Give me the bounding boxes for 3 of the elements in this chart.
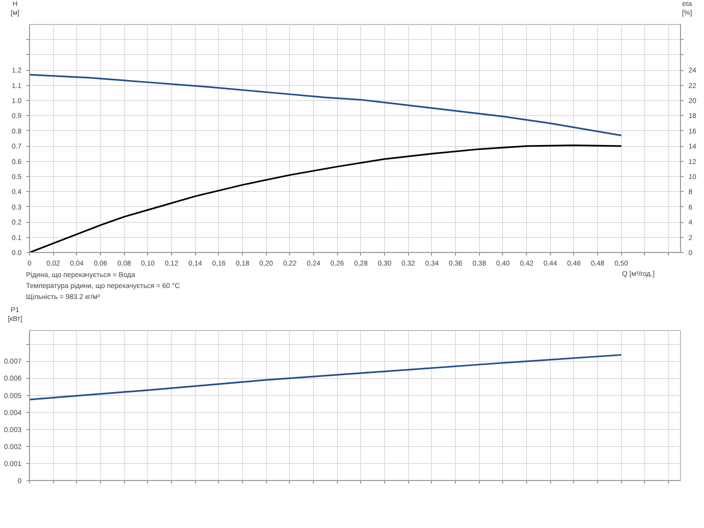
line-series (30, 354, 622, 400)
line-series (30, 144, 622, 252)
line-series (30, 74, 622, 136)
